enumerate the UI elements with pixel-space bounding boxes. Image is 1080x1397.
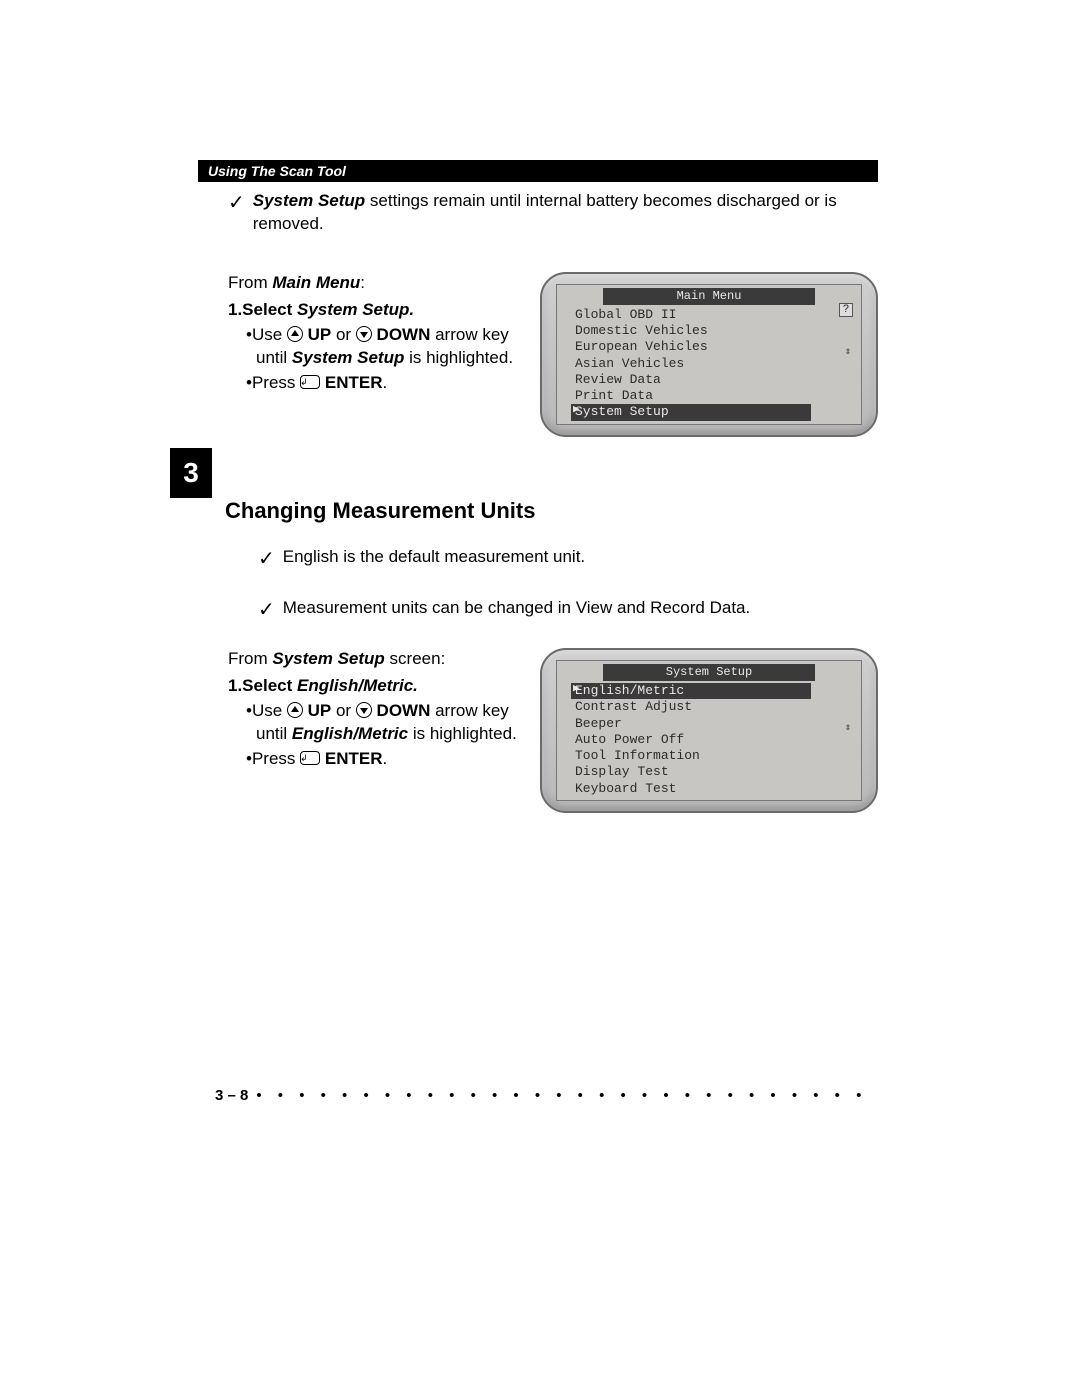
use-prefix-2: •Use	[246, 701, 287, 720]
from-bold-2: System Setup	[272, 649, 384, 668]
press-prefix-2: •Press	[246, 749, 300, 768]
lcd-row: Display Test	[561, 764, 857, 780]
lcd-row: Beeper	[561, 716, 857, 732]
from-suffix: :	[360, 273, 365, 292]
press-prefix: •Press	[246, 373, 300, 392]
press-suffix-2: .	[382, 749, 387, 768]
enter-label-2: ENTER	[320, 749, 382, 768]
press-suffix: .	[382, 373, 387, 392]
lcd-row: ▶System Setup	[571, 404, 811, 420]
intro-check: ✓ System Setup settings remain until int…	[228, 190, 878, 236]
lcd-row: Domestic Vehicles	[561, 323, 857, 339]
enter-label: ENTER	[320, 373, 382, 392]
device-screenshot-system-setup: System Setup ▶English/MetricContrast Adj…	[540, 648, 878, 813]
lcd-row: Global OBD II	[561, 307, 857, 323]
help-icon: ?	[839, 303, 853, 317]
or-text: or	[331, 325, 356, 344]
highlight-target-2: English/Metric	[292, 724, 408, 743]
lcd-row: ▶English/Metric	[571, 683, 811, 699]
scroll-indicator-icon: ⇕	[845, 723, 851, 736]
page-footer: 3 – 8 • • • • • • • • • • • • • • • • • …	[215, 1087, 875, 1104]
device-screenshot-main-menu: Main Menu Global OBD IIDomestic Vehicles…	[540, 272, 878, 437]
lcd-row: Tool Information	[561, 748, 857, 764]
checkmark-icon: ✓	[258, 546, 275, 573]
down-label-2: DOWN	[372, 701, 431, 720]
scroll-indicator-icon: ⇕	[845, 347, 851, 360]
up-arrow-icon	[287, 702, 303, 718]
down-label: DOWN	[372, 325, 431, 344]
footer-dots: • • • • • • • • • • • • • • • • • • • • …	[256, 1087, 875, 1104]
lcd-row: Asian Vehicles	[561, 356, 857, 372]
lcd-title: Main Menu	[603, 288, 815, 305]
lcd-row: Print Data	[561, 388, 857, 404]
lcd-row: European Vehicles	[561, 339, 857, 355]
highlight-suffix: is highlighted.	[404, 348, 513, 367]
lcd-row: Contrast Adjust	[561, 699, 857, 715]
highlight-suffix-2: is highlighted.	[408, 724, 517, 743]
intro-check-bold: System Setup	[253, 191, 365, 210]
up-arrow-icon	[287, 326, 303, 342]
pointer-icon: ▶	[573, 404, 580, 418]
check2-text: Measurement units can be changed in View…	[283, 597, 750, 620]
from-prefix: From	[228, 273, 272, 292]
main-menu-instructions: From Main Menu: 1.Select System Setup. •…	[228, 272, 520, 437]
lcd-row: Auto Power Off	[561, 732, 857, 748]
lcd-row: Keyboard Test	[561, 781, 857, 797]
step-target: System Setup.	[297, 300, 414, 319]
system-setup-instructions: From System Setup screen: 1.Select Engli…	[228, 648, 520, 813]
enter-icon	[300, 375, 320, 389]
from-suffix-2: screen:	[385, 649, 445, 668]
up-label-2: UP	[303, 701, 331, 720]
from-prefix-2: From	[228, 649, 272, 668]
lcd-title-2: System Setup	[603, 664, 815, 681]
step-label: 1.Select	[228, 300, 297, 319]
section-heading: Changing Measurement Units	[225, 498, 535, 524]
check-item-2: ✓ Measurement units can be changed in Vi…	[258, 597, 878, 624]
chapter-tab: 3	[170, 448, 212, 498]
down-arrow-icon	[356, 702, 372, 718]
step-label-2: 1.Select	[228, 676, 297, 695]
page-header: Using The Scan Tool	[198, 160, 878, 182]
use-prefix: •Use	[246, 325, 287, 344]
checkmark-icon: ✓	[228, 190, 245, 217]
from-bold: Main Menu	[272, 273, 360, 292]
up-label: UP	[303, 325, 331, 344]
checkmark-icon: ✓	[258, 597, 275, 624]
enter-icon	[300, 751, 320, 765]
pointer-icon: ▶	[573, 683, 580, 697]
check1-text: English is the default measurement unit.	[283, 546, 585, 569]
check-item-1: ✓ English is the default measurement uni…	[258, 546, 878, 573]
highlight-target: System Setup	[292, 348, 404, 367]
down-arrow-icon	[356, 326, 372, 342]
lcd-row: Review Data	[561, 372, 857, 388]
step-target-2: English/Metric.	[297, 676, 418, 695]
page-number: 3 – 8	[215, 1087, 248, 1104]
or-text-2: or	[331, 701, 356, 720]
